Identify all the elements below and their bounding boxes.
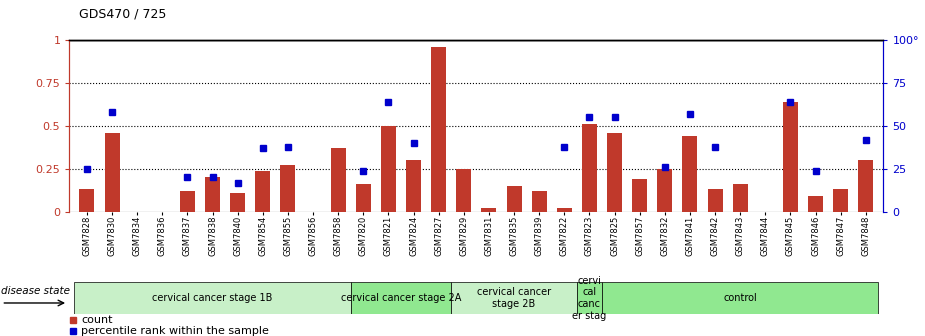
Bar	[708, 190, 722, 212]
Bar	[230, 193, 245, 212]
Bar	[733, 184, 747, 212]
Bar	[180, 191, 195, 212]
Bar	[557, 208, 572, 212]
Bar	[808, 196, 823, 212]
Bar	[255, 171, 270, 212]
Text: cervical cancer stage 1B: cervical cancer stage 1B	[153, 293, 273, 303]
Bar	[858, 160, 873, 212]
Bar	[658, 169, 672, 212]
Text: control: control	[723, 293, 757, 303]
Bar	[577, 282, 602, 314]
Bar	[280, 165, 295, 212]
Bar	[74, 282, 351, 314]
Bar	[80, 190, 94, 212]
Bar	[783, 102, 798, 212]
Bar	[456, 169, 472, 212]
Bar	[431, 47, 446, 212]
Text: percentile rank within the sample: percentile rank within the sample	[81, 326, 269, 336]
Bar	[330, 148, 346, 212]
Bar	[602, 282, 879, 314]
Bar	[683, 136, 697, 212]
Text: disease state: disease state	[2, 286, 70, 296]
Bar	[381, 126, 396, 212]
Text: cervical cancer stage 2A: cervical cancer stage 2A	[340, 293, 462, 303]
Bar	[356, 184, 371, 212]
Bar	[532, 191, 547, 212]
Bar	[351, 282, 451, 314]
Bar	[205, 177, 220, 212]
Bar	[632, 179, 648, 212]
Bar	[406, 160, 421, 212]
Bar	[833, 190, 848, 212]
Bar	[582, 124, 597, 212]
Bar	[507, 186, 522, 212]
Text: GDS470 / 725: GDS470 / 725	[79, 7, 166, 20]
Bar	[451, 282, 577, 314]
Bar	[481, 208, 497, 212]
Text: count: count	[81, 314, 113, 325]
Text: cervi
cal
canc
er stag: cervi cal canc er stag	[573, 276, 607, 321]
Text: cervical cancer
stage 2B: cervical cancer stage 2B	[477, 287, 551, 309]
Bar	[105, 133, 119, 212]
Bar	[607, 133, 623, 212]
